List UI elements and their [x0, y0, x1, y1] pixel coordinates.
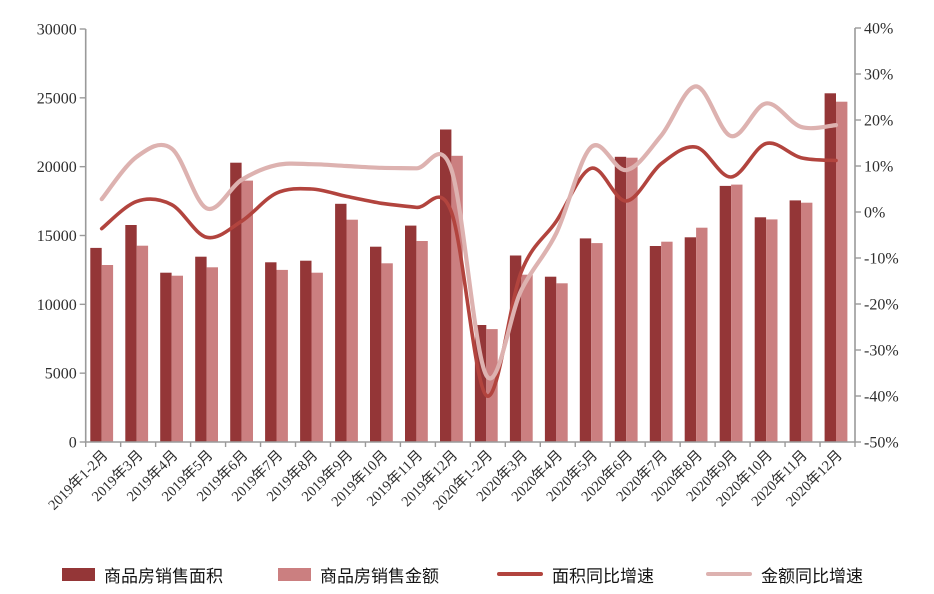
- y-right-tick-label: 0%: [864, 205, 885, 222]
- bar-sales-area: [125, 225, 137, 442]
- bar-sales-area: [160, 272, 172, 442]
- bar-sales-value: [661, 241, 673, 442]
- line-area-growth: [99, 141, 838, 398]
- legend-item-area-growth: 面积同比增速: [497, 561, 654, 587]
- combo-chart: 0 5000 10000 15000 20000 25000 30000 -50% -40% -3…: [37, 21, 899, 514]
- bar-sales-value: [171, 275, 183, 442]
- bar-sales-area: [579, 238, 592, 442]
- y-left-tick-label: 30000: [37, 22, 77, 39]
- bar-sales-area: [649, 246, 662, 442]
- y-right-tick-label: 30%: [864, 67, 893, 84]
- bar-sales-area: [195, 256, 207, 442]
- y-left-tick-label: 15000: [37, 228, 77, 245]
- y-left-tick-label: 10000: [37, 297, 77, 314]
- legend-item-sales-value: 商品房销售金额: [278, 561, 439, 587]
- bar-sales-area: [509, 255, 522, 442]
- bar-sales-value: [136, 245, 149, 442]
- bar-sales-value: [416, 241, 428, 442]
- bar-sales-value: [731, 184, 743, 442]
- line-value-growth: [99, 84, 839, 381]
- legend: 商品房销售面积 商品房销售金额 面积同比增速 金额同比增速: [0, 561, 934, 587]
- sales-area-swatch: [62, 567, 95, 581]
- legend-label-sales-value: 商品房销售金额: [320, 566, 439, 586]
- bar-sales-area: [300, 260, 312, 442]
- y-right-tick-label: -20%: [864, 297, 899, 314]
- bar-sales-area: [230, 162, 242, 442]
- bar-sales-value: [451, 155, 463, 443]
- legend-item-value-growth: 金额同比增速: [706, 561, 863, 587]
- bar-sales-value: [696, 227, 708, 442]
- bar-sales-area: [824, 93, 836, 443]
- legend-label-sales-area: 商品房销售面积: [104, 566, 223, 586]
- y-right-tick-label: -30%: [864, 343, 899, 360]
- sales-value-swatch: [278, 567, 311, 581]
- bar-sales-area: [544, 276, 557, 442]
- y-left-tick-label: 5000: [45, 366, 77, 383]
- bar-sales-value: [206, 267, 218, 442]
- bar-sales-area: [90, 247, 102, 442]
- legend-item-sales-area: 商品房销售面积: [62, 561, 223, 587]
- area-growth-swatch: [497, 572, 543, 576]
- y-right-tick-label: 20%: [864, 113, 893, 130]
- legend-label-value-growth: 金额同比增速: [761, 566, 863, 586]
- y-right-tick-label: 40%: [864, 21, 893, 38]
- bar-sales-area: [684, 237, 697, 442]
- bar-sales-value: [556, 283, 568, 442]
- bar-sales-value: [381, 263, 393, 442]
- bar-sales-area: [440, 129, 452, 442]
- bar-sales-value: [311, 272, 323, 442]
- y-right-tick-label: -40%: [864, 389, 899, 406]
- y-left-tick-label: 25000: [37, 90, 77, 107]
- bar-sales-value: [346, 219, 358, 442]
- y-right-tick-label: -50%: [864, 435, 899, 452]
- bar-sales-value: [766, 219, 778, 442]
- bar-sales-area: [370, 246, 382, 442]
- legend-label-area-growth: 面积同比增速: [552, 566, 654, 586]
- bar-sales-value: [276, 269, 288, 442]
- bar-sales-area: [754, 217, 767, 442]
- y-left-tick-label: 0: [69, 435, 77, 452]
- bar-sales-value: [801, 202, 813, 442]
- y-left-tick-label: 20000: [37, 159, 77, 176]
- bar-sales-area: [335, 203, 347, 442]
- bar-sales-area: [405, 225, 417, 442]
- y-right-tick-label: -10%: [864, 251, 899, 268]
- bar-sales-area: [265, 262, 277, 442]
- y-right-tick-label: 10%: [864, 159, 893, 176]
- bar-sales-value: [486, 329, 498, 442]
- bar-sales-area: [789, 200, 801, 442]
- bar-sales-value: [591, 243, 603, 442]
- bar-sales-area: [614, 156, 627, 443]
- bar-sales-value: [836, 101, 848, 442]
- bar-sales-value: [626, 157, 638, 442]
- bar-sales-value: [241, 180, 253, 442]
- bar-sales-area: [719, 185, 732, 442]
- bar-sales-value: [101, 265, 114, 442]
- value-growth-swatch: [706, 572, 752, 576]
- bar-sales-value: [521, 274, 533, 442]
